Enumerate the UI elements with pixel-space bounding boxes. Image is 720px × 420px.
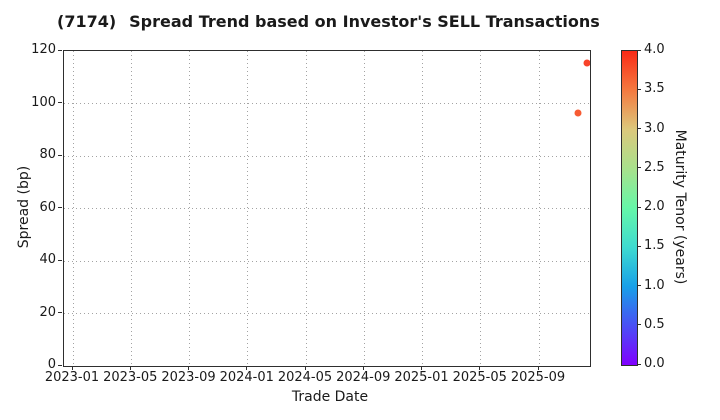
ticker-code: (7174) — [57, 12, 117, 31]
y-tick-mark — [58, 312, 62, 313]
colorbar-tick-mark — [637, 245, 641, 247]
plot-area — [63, 50, 591, 367]
y-tick-label: 20 — [39, 304, 56, 320]
y-tick-label: 120 — [31, 42, 56, 57]
x-tick-mark — [71, 366, 73, 370]
y-tick-mark — [58, 154, 62, 156]
x-tick-label: 2023-05 — [103, 370, 158, 385]
y-tick-mark — [58, 102, 62, 103]
x-tick-label: 2025-09 — [510, 370, 566, 385]
colorbar-tick-mark — [637, 128, 641, 129]
x-tick-mark — [304, 366, 306, 370]
colorbar-tick-label: 3.0 — [644, 120, 665, 136]
x-tick-mark — [421, 366, 422, 370]
y-tick-label: 100 — [31, 94, 56, 110]
colorbar-tick-mark — [637, 167, 641, 169]
colorbar-tick-mark — [637, 88, 641, 90]
data-point — [583, 59, 590, 67]
colorbar-tick-label: 1.5 — [644, 238, 665, 254]
x-tick-label: 2024-01 — [219, 370, 274, 385]
colorbar-tick-mark — [637, 285, 641, 286]
colorbar-tick-label: 0.5 — [644, 316, 665, 332]
x-tick-mark — [537, 366, 539, 370]
colorbar-label: Maturity Tenor (years) — [672, 129, 688, 285]
x-tick-mark — [188, 366, 189, 370]
x-tick-mark — [129, 366, 131, 370]
y-tick-label: 60 — [39, 199, 56, 215]
y-tick-mark — [58, 207, 62, 208]
colorbar-tick-mark — [637, 363, 641, 365]
gridline-horizontal — [64, 313, 590, 314]
colorbar-tick-mark — [637, 49, 641, 51]
x-tick-label: 2025-05 — [452, 370, 507, 385]
chart-title: (7174) Spread Trend based on Investor's S… — [57, 12, 600, 31]
gridline-horizontal — [64, 208, 590, 209]
gridline-horizontal — [64, 260, 590, 262]
colorbar-tick-label: 2.0 — [644, 199, 665, 214]
colorbar — [621, 50, 638, 366]
x-tick-label: 2025-01 — [394, 370, 449, 385]
y-tick-mark — [58, 259, 62, 261]
x-tick-label: 2023-01 — [44, 370, 100, 385]
colorbar-tick-label: 2.5 — [644, 159, 665, 175]
x-tick-mark — [479, 366, 481, 370]
colorbar-tick-label: 3.5 — [644, 81, 665, 97]
y-tick-label: 80 — [39, 147, 56, 162]
data-point — [574, 109, 582, 117]
x-tick-mark — [362, 366, 364, 370]
gridline-horizontal — [64, 155, 590, 157]
x-axis-label: Trade Date — [291, 389, 369, 405]
colorbar-tick-label: 4.0 — [644, 42, 665, 57]
colorbar-tick-label: 1.0 — [644, 277, 665, 293]
colorbar-tick-mark — [637, 324, 641, 326]
x-tick-label: 2024-09 — [336, 370, 391, 385]
y-tick-mark — [58, 49, 62, 51]
colorbar-tick-label: 0.0 — [644, 356, 665, 371]
chart-title-text: Spread Trend based on Investor's SELL Tr… — [129, 12, 600, 31]
x-tick-label: 2023-09 — [161, 370, 216, 385]
y-tick-label: 0 — [47, 357, 56, 372]
y-tick-label: 40 — [39, 252, 56, 267]
y-tick-mark — [58, 364, 62, 366]
x-tick-label: 2024-05 — [277, 370, 333, 385]
x-tick-mark — [246, 366, 248, 370]
gridline-horizontal — [64, 103, 590, 104]
colorbar-tick-mark — [637, 206, 641, 208]
